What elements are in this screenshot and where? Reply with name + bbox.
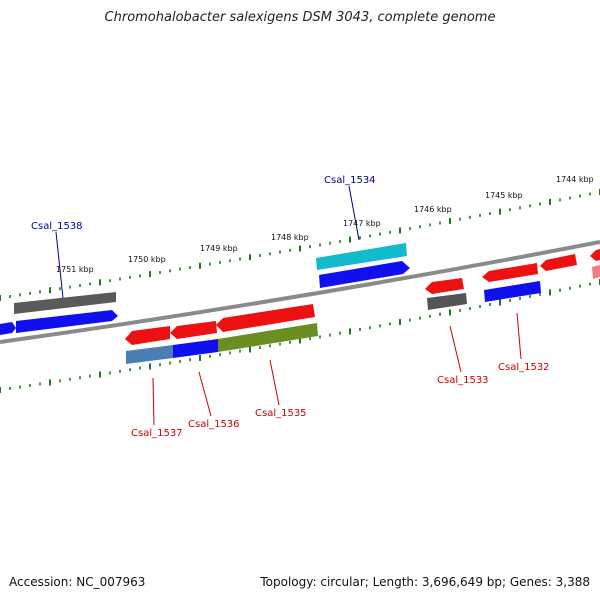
leader-1533 [449, 325, 462, 373]
gene-label-csal-1536[interactable]: Csal_1536 [188, 419, 240, 430]
leader-1537 [152, 377, 155, 426]
scale-label-1750: 1750 kbp [128, 255, 166, 264]
gene-feature-blue-1538[interactable] [16, 310, 118, 333]
accession-label: Accession: NC_007963 [9, 575, 146, 589]
gene-feature-blue-left[interactable] [0, 322, 16, 335]
gene-feature-cyan-1534[interactable] [316, 243, 407, 270]
genome-backbone [0, 240, 600, 344]
leader-1534 [348, 185, 360, 241]
gene-feature-gray-1533[interactable] [427, 293, 467, 310]
scale-label-1749: 1749 kbp [200, 244, 238, 253]
gene-label-csal-1532[interactable]: Csal_1532 [498, 362, 550, 373]
gene-feature-blue-1534[interactable] [319, 261, 410, 288]
gene-feature-red-1532b[interactable] [540, 254, 577, 271]
gene-feature-blue-1532[interactable] [484, 281, 541, 302]
gene-label-csal-1534[interactable]: Csal_1534 [324, 175, 376, 186]
gene-feature-red-1537[interactable] [125, 326, 170, 345]
gene-feature-red-1533[interactable] [425, 278, 464, 294]
scale-label-1745: 1745 kbp [485, 191, 523, 200]
leader-1535 [269, 359, 280, 406]
gene-label-csal-1538[interactable]: Csal_1538 [31, 221, 83, 232]
scale-label-1751: 1751 kbp [56, 265, 94, 274]
gene-feature-pink-edge[interactable] [592, 265, 600, 279]
inner-scale-ticks [0, 279, 600, 393]
gene-label-csal-1537[interactable]: Csal_1537 [131, 428, 183, 439]
gene-feature-olive-1535[interactable] [218, 323, 318, 352]
map-title: Chromohalobacter salexigens DSM 3043, co… [104, 10, 496, 25]
scale-label-1748: 1748 kbp [271, 233, 309, 242]
gene-feature-red-1532a[interactable] [482, 263, 538, 282]
gene-feature-gray-1538[interactable] [14, 292, 116, 314]
outer-scale-ticks [0, 189, 600, 301]
leader-1538 [55, 231, 64, 299]
gene-feature-red-edge[interactable] [590, 249, 600, 261]
gene-label-csal-1535[interactable]: Csal_1535 [255, 408, 307, 419]
gene-feature-red-1536[interactable] [170, 321, 217, 339]
reverse-features [125, 304, 318, 364]
scale-label-1747: 1747 kbp [343, 219, 381, 228]
gene-feature-steel-1537[interactable] [126, 345, 173, 364]
gene-label-csal-1533[interactable]: Csal_1533 [437, 375, 489, 386]
leader-1536 [198, 371, 212, 417]
scale-label-1744: 1744 kbp [556, 175, 594, 184]
gene-feature-blue-1536[interactable] [173, 339, 218, 358]
gene-feature-red-1535[interactable] [216, 304, 315, 332]
forward-features [0, 243, 600, 335]
topology-label: Topology: circular; Length: 3,696,649 bp… [260, 575, 590, 589]
gene-leaders [55, 185, 522, 426]
leader-1532 [516, 312, 522, 360]
scale-label-1746: 1746 kbp [414, 205, 452, 214]
